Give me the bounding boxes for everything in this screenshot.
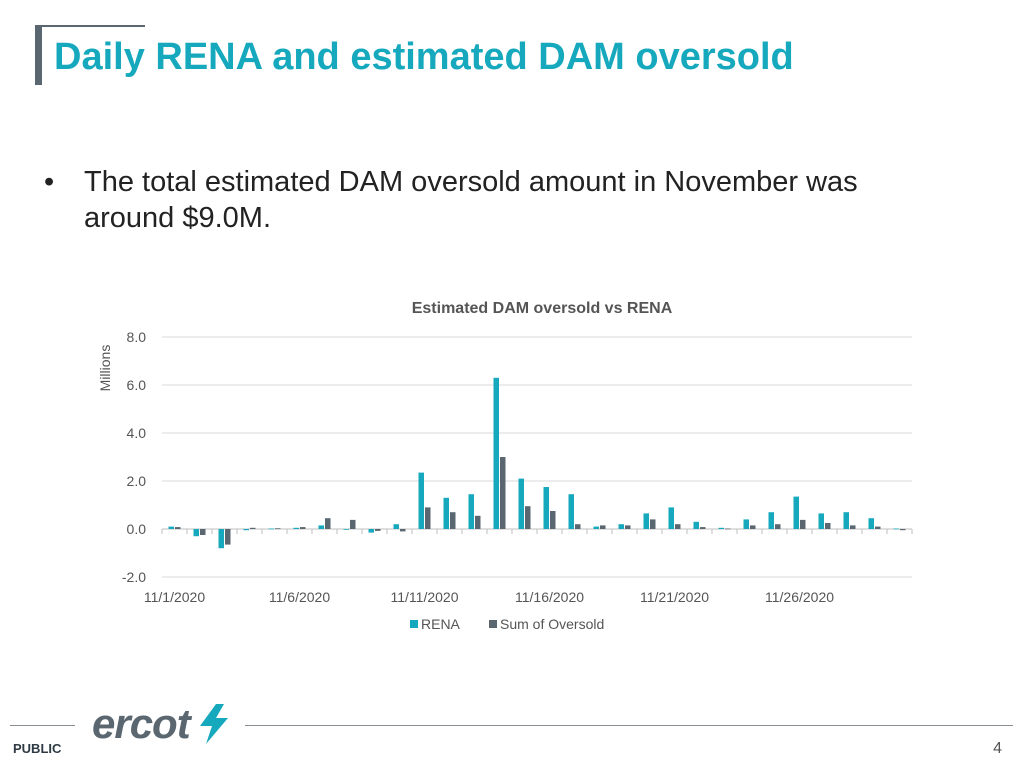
bar-rena [793,496,799,529]
bar-rena [743,519,749,529]
bar-rena [568,494,574,529]
bar-oversold [525,506,531,529]
bar-oversold [625,525,631,529]
bar-rena [693,521,699,529]
bar-oversold [275,528,281,530]
bar-oversold [200,529,206,535]
bar-rena [543,487,549,529]
bar-rena [843,512,849,529]
bar-chart: Estimated DAM oversold vs RENA -2.0 0.0 2.0… [97,300,913,632]
bar-oversold [250,527,256,529]
bar-rena [368,529,374,533]
bar-oversold [500,457,506,529]
logo-wordmark: ercot [92,700,191,747]
x-tick-label: 11/6/2020 [269,589,330,605]
bar-rena [443,497,449,529]
bar-oversold [175,527,181,529]
bar-rena [468,494,474,529]
bar-rena [268,528,274,530]
bar-rena [218,529,224,549]
bar-oversold [650,519,656,529]
bar-rena [518,478,524,529]
bar-oversold [875,526,881,529]
bar-oversold [225,529,231,545]
bar-oversold [425,507,431,529]
bar-rena [868,518,874,529]
bar-oversold [575,524,581,529]
bar-oversold [725,528,731,530]
bar-oversold [600,525,606,529]
bar-oversold [350,519,356,529]
ercot-logo: ercot [92,700,236,748]
bar-rena [818,513,824,529]
bar-rena [193,529,199,537]
page-number: 4 [993,740,1002,757]
legend-label: Sum of Oversold [500,616,604,632]
legend-swatch [410,620,418,628]
bar-rena [418,472,424,529]
bar-rena [668,507,674,529]
classification-label: PUBLIC [13,741,62,756]
y-tick-label: 4.0 [127,425,147,441]
bar-rena [168,526,174,529]
bar-oversold [800,519,806,529]
bar-rena [593,526,599,529]
bullet-text: The total estimated DAM oversold amount … [84,166,858,234]
y-tick-label: 6.0 [127,377,147,393]
bar-oversold [375,529,381,531]
bar-oversold [775,524,781,529]
bar-rena [293,527,299,529]
bar-rena [243,529,249,531]
legend-swatch [489,620,497,628]
title-accent-line [35,25,145,27]
chart-title: Estimated DAM oversold vs RENA [412,300,673,317]
y-tick-label: 2.0 [127,473,147,489]
bar-oversold [675,524,681,529]
x-tick-label: 11/11/2020 [391,589,459,605]
bar-rena [393,524,399,529]
bar-rena [718,527,724,529]
bar-oversold [450,512,456,529]
footer-divider-right [245,725,1013,726]
x-tick-label: 11/16/2020 [515,589,584,605]
bullet-marker: • [44,166,55,198]
bar-rena [618,524,624,529]
bar-oversold [825,523,831,529]
footer-divider-left [10,725,75,726]
bar-rena [343,529,349,530]
bar-oversold [300,527,306,529]
bar-oversold [900,529,906,531]
bar-oversold [750,525,756,529]
lightning-bolt-icon [199,704,228,744]
bar-rena [768,512,774,529]
bar-oversold [700,527,706,529]
bar-oversold [550,511,556,529]
bar-rena [893,528,899,530]
title-accent-bar [35,25,42,85]
bar-rena [493,377,499,529]
bar-rena [643,513,649,529]
bar-rena [318,525,324,529]
y-tick-label: -2.0 [122,569,146,585]
x-tick-label: 11/21/2020 [640,589,709,605]
legend-label: RENA [421,616,461,632]
bar-oversold [850,525,856,529]
page-title: Daily RENA and estimated DAM oversold [54,36,794,78]
bar-oversold [400,529,406,532]
y-tick-label: 0.0 [127,521,147,537]
bar-oversold [475,515,481,529]
x-tick-label: 11/26/2020 [765,589,834,605]
x-tick-label: 11/1/2020 [144,589,205,605]
bullet-point: • The total estimated DAM oversold amoun… [44,164,944,236]
bar-oversold [325,518,331,529]
y-axis-label: Millions [97,345,113,392]
y-tick-label: 8.0 [127,329,147,345]
